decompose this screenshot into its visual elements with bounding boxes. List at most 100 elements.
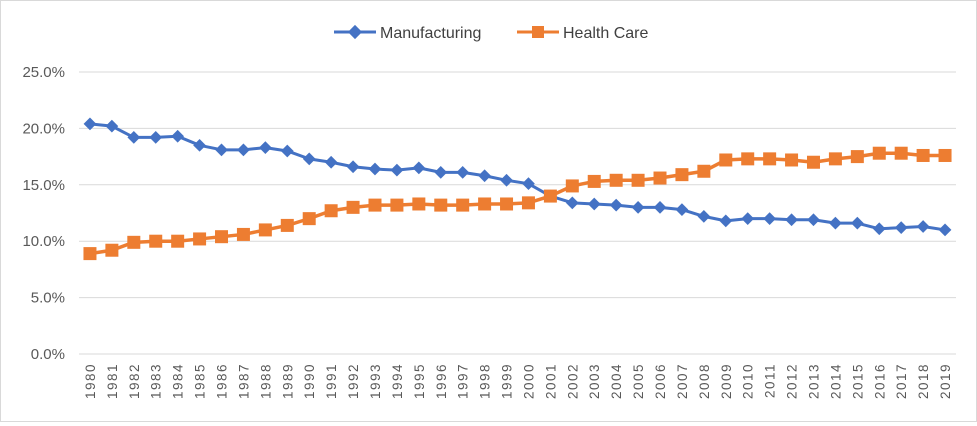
x-tick-label: 1999 (500, 363, 515, 399)
data-point-health-care (478, 197, 492, 211)
data-point-health-care (938, 148, 952, 162)
data-point-manufacturing (807, 213, 820, 227)
y-tick-label: 5.0% (31, 290, 65, 307)
data-point-manufacturing (697, 210, 711, 223)
data-point-health-care (894, 146, 908, 160)
x-tick-label: 1990 (302, 363, 317, 399)
y-tick-label: 15.0% (22, 177, 65, 194)
data-point-health-care (565, 179, 579, 193)
x-tick-label: 2015 (850, 363, 865, 399)
data-point-manufacturing (916, 220, 930, 233)
y-tick-label: 0.0% (31, 346, 65, 363)
data-point-health-care (653, 171, 667, 185)
data-point-manufacturing (237, 143, 250, 157)
data-point-manufacturing (456, 166, 470, 179)
x-tick-label: 1984 (171, 363, 186, 399)
data-point-manufacturing (785, 213, 798, 227)
x-tick-label: 1986 (215, 363, 230, 399)
y-tick-label: 10.0% (22, 233, 65, 250)
x-tick-label: 2001 (543, 363, 558, 399)
data-point-manufacturing (193, 138, 206, 152)
series-health-care (83, 146, 952, 261)
data-point-health-care (215, 230, 229, 244)
x-tick-label: 2012 (785, 363, 800, 399)
series-manufacturing (83, 117, 952, 237)
data-point-manufacturing (105, 119, 119, 133)
y-tick-label: 20.0% (22, 120, 65, 137)
data-point-manufacturing (324, 155, 338, 169)
x-tick-label: 1992 (346, 363, 361, 399)
x-tick-label: 2019 (938, 363, 953, 399)
data-point-health-care (105, 243, 119, 257)
data-point-manufacturing (829, 216, 842, 230)
data-point-health-care (434, 198, 448, 212)
data-point-health-care (280, 218, 294, 232)
data-point-health-care (916, 148, 930, 162)
data-point-manufacturing (741, 212, 755, 226)
data-point-manufacturing (478, 169, 491, 183)
data-point-health-care (719, 153, 733, 167)
x-tick-label: 1991 (324, 363, 339, 399)
data-point-manufacturing (368, 162, 382, 176)
data-point-health-care (675, 168, 689, 182)
data-point-health-care (149, 234, 163, 248)
data-point-manufacturing (346, 160, 360, 174)
series-line-health-care (89, 151, 946, 256)
x-tick-label: 2010 (741, 363, 756, 399)
x-tick-label: 2014 (828, 363, 843, 399)
data-point-health-care (346, 200, 360, 214)
data-point-health-care (543, 189, 557, 203)
legend-item-manufacturing: Manufacturing (334, 24, 481, 42)
data-point-manufacturing (675, 203, 689, 216)
data-point-manufacturing (500, 173, 513, 187)
y-axis-ticks: 0.0% 5.0% 10.0% 15.0% 20.0% 25.0% (22, 64, 65, 363)
data-point-health-care (302, 212, 316, 226)
data-point-manufacturing (719, 214, 733, 228)
data-point-health-care (785, 153, 799, 167)
data-point-manufacturing (609, 198, 623, 212)
legend-label-health-care: Health Care (563, 25, 648, 42)
x-tick-label: 1985 (193, 363, 208, 399)
x-tick-label: 2002 (565, 363, 580, 399)
data-point-manufacturing (390, 163, 404, 177)
data-point-manufacturing (850, 216, 864, 230)
data-point-health-care (609, 173, 623, 187)
data-point-health-care (741, 152, 755, 166)
data-point-health-care (631, 173, 645, 187)
legend: Manufacturing Health Care (334, 24, 648, 42)
legend-label-manufacturing: Manufacturing (380, 25, 481, 42)
data-point-manufacturing (653, 200, 667, 214)
data-point-manufacturing (587, 197, 601, 211)
x-tick-label: 1988 (258, 363, 273, 399)
data-point-health-care (324, 204, 338, 218)
x-tick-label: 1981 (105, 363, 120, 399)
x-tick-label: 2008 (697, 363, 712, 399)
data-point-health-care (368, 198, 382, 212)
x-tick-label: 1994 (390, 363, 405, 399)
data-point-manufacturing (434, 166, 448, 179)
series-layer (83, 117, 952, 261)
data-point-manufacturing (149, 131, 163, 144)
data-point-health-care (456, 198, 470, 212)
data-point-health-care (83, 247, 97, 261)
data-point-health-care (763, 152, 777, 166)
data-point-health-care (127, 235, 141, 249)
gridlines (79, 71, 956, 355)
x-tick-label: 2013 (806, 363, 821, 399)
x-tick-label: 2009 (719, 363, 734, 399)
data-point-health-care (236, 227, 250, 241)
legend-marker-manufacturing (347, 24, 363, 40)
x-tick-label: 1996 (434, 363, 449, 399)
data-point-manufacturing (258, 141, 272, 154)
x-tick-label: 2003 (587, 363, 602, 399)
x-tick-label: 2016 (872, 363, 887, 399)
data-point-manufacturing (631, 200, 645, 214)
data-point-manufacturing (215, 143, 228, 157)
data-point-manufacturing (872, 222, 886, 236)
data-point-manufacturing (763, 212, 777, 226)
series-line-manufacturing (89, 122, 946, 232)
data-point-health-care (872, 146, 886, 160)
x-tick-label: 1987 (236, 363, 251, 399)
x-tick-label: 2006 (653, 363, 668, 399)
data-point-health-care (521, 196, 535, 210)
